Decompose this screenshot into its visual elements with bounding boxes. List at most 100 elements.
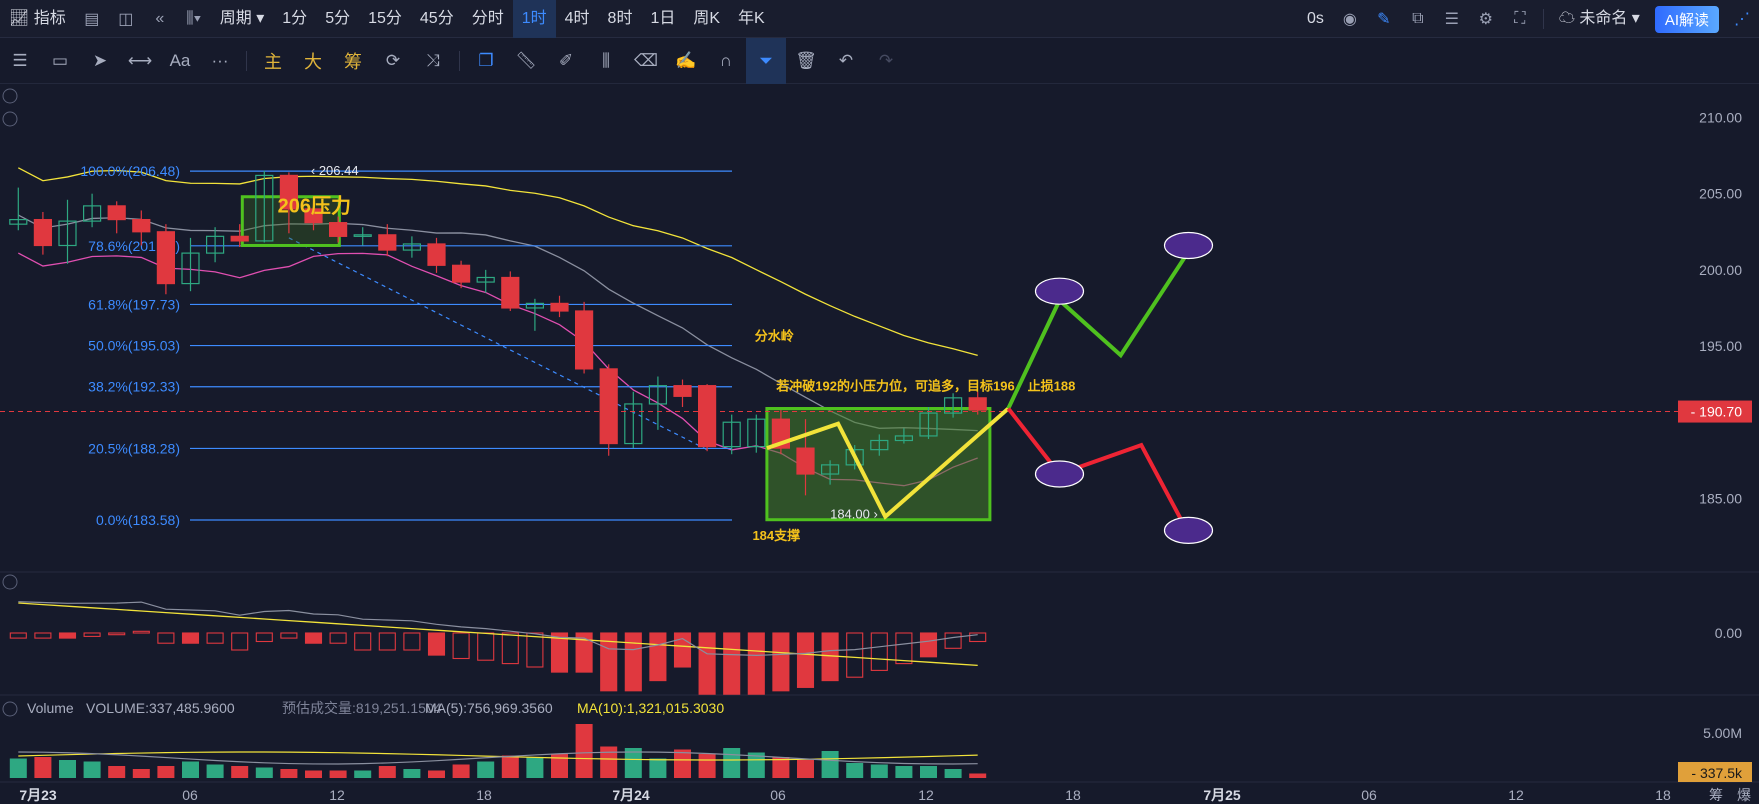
candle-body-7 <box>181 252 200 285</box>
time-tick-2: 12 <box>329 787 345 803</box>
compare-icon[interactable]: ⟳ <box>385 50 401 70</box>
volume-bar-25 <box>624 748 642 778</box>
interval-tab-3[interactable]: 45分 <box>419 9 454 27</box>
list-icon[interactable]: ☰ <box>1444 11 1460 28</box>
replay-icon[interactable]: « <box>155 9 165 27</box>
fullscreen-icon[interactable]: ⛶ <box>1514 10 1526 27</box>
undo-icon[interactable]: ↶ <box>838 50 854 70</box>
more-icon[interactable]: ··· <box>211 50 229 70</box>
interval-tab-5[interactable]: 1时 <box>512 0 556 38</box>
workspace-dropdown[interactable]: ☁ 未命名 ▾ <box>1558 10 1640 27</box>
volume-bar-14 <box>354 770 372 778</box>
candle-30 <box>747 414 766 453</box>
trash-icon[interactable]: 🗑︎ <box>795 50 817 70</box>
macd-bar-15 <box>378 632 396 651</box>
candle-body-22 <box>550 302 569 312</box>
macd-bar-5 <box>132 630 150 634</box>
interval-tab-7[interactable]: 8时 <box>607 9 633 27</box>
ruler-icon[interactable]: 📏︎ <box>515 50 537 70</box>
redo-icon[interactable]: ↷ <box>878 50 894 70</box>
indicator-bars-icon[interactable]: ⫼ <box>602 50 610 70</box>
delete-bin-icon[interactable]: ⌫ <box>633 50 659 70</box>
candle-23 <box>574 301 594 374</box>
interval-tab-4[interactable]: 分时 <box>471 9 504 27</box>
layout-icon[interactable]: ◫ <box>118 10 134 28</box>
candle-body-39 <box>968 397 987 411</box>
collapse-icon <box>2 701 18 717</box>
volume-current-label: - 337.5k <box>1691 765 1743 781</box>
indicator-button[interactable]: 📈︎ 指标 <box>9 9 66 27</box>
candle-body-28 <box>697 385 717 448</box>
interval-tab-6[interactable]: 4时 <box>564 9 590 27</box>
camera-icon[interactable]: ◉ <box>1342 11 1357 28</box>
macd-bar-21 <box>526 632 544 668</box>
target-ellipse-2 <box>1034 460 1085 488</box>
pencil-icon[interactable]: ✎ <box>1377 11 1391 28</box>
macd-bar-2 <box>58 632 77 639</box>
candle-33 <box>820 460 840 485</box>
drawing-toolbar: ☰ ▭ ➤ ⟷ Aa ··· 主 大 筹 ⟳ ⤨ ❐ 📏︎ ✐ ⫼ ⌫ ✍ ∩ … <box>0 37 1759 84</box>
cursor-icon[interactable]: ➤ <box>92 50 108 70</box>
interval-tab-9[interactable]: 周K <box>693 9 721 27</box>
candle-37 <box>919 406 938 439</box>
macd-bar-8 <box>206 632 224 644</box>
text-tool[interactable]: Aa <box>169 50 191 70</box>
ai-analysis-button[interactable]: AI解读 <box>1654 5 1719 33</box>
volume-bar-5 <box>132 769 150 778</box>
big-order-button[interactable]: 大 <box>304 51 322 72</box>
candle-body-18 <box>452 264 471 283</box>
volume-bar-31 <box>772 757 790 778</box>
volume-bar-19 <box>477 761 495 778</box>
magnet-icon[interactable]: ∩ <box>719 50 733 70</box>
volume-bar-28 <box>698 754 716 778</box>
candle-5 <box>132 210 151 246</box>
volume-bar-17 <box>428 770 445 778</box>
ruler-cross-icon[interactable]: ⤨ <box>426 50 440 70</box>
candle-type-icon[interactable]: ⫼▾ <box>186 9 202 27</box>
volume-bar-13 <box>329 770 347 778</box>
share-icon[interactable]: ⋰ <box>1734 11 1750 28</box>
top-bar: 📈︎ 指标 ▤ ◫ « ⫼▾ 周期 ▾ 1分 5分 15分 45分 分时 1时 4时 8时 1日… <box>0 0 1759 38</box>
popout-icon[interactable]: ⧉ <box>1412 10 1424 27</box>
calendar-icon[interactable]: ▤ <box>84 10 100 28</box>
volume-current-tag <box>1678 762 1752 782</box>
menu-icon[interactable]: ☰ <box>12 50 28 70</box>
interval-tab-8[interactable]: 1日 <box>650 9 676 27</box>
interval-tab-10[interactable]: 年K <box>738 9 765 27</box>
filter-icon[interactable]: ⏷ <box>746 37 786 84</box>
candle-10 <box>255 170 274 243</box>
candle-body-5 <box>132 218 151 233</box>
macd-bar-25 <box>624 632 642 692</box>
volume-bar-7 <box>182 761 199 778</box>
candle-body-37 <box>919 412 938 437</box>
yellow-projection <box>766 407 1010 520</box>
volume-estimate: 预估成交量:819,251.1504 <box>282 700 442 716</box>
rectangle-icon[interactable]: ▭ <box>51 50 69 70</box>
volume-bar-34 <box>846 763 864 778</box>
interval-tab-0[interactable]: 1分 <box>282 9 308 27</box>
note-icon[interactable]: ✍ <box>675 50 697 70</box>
macd-bar-11 <box>280 632 298 639</box>
copy-icon[interactable]: ❐ <box>478 50 494 70</box>
main-force-button[interactable]: 主 <box>264 51 282 72</box>
settings-icon[interactable]: ⚙ <box>1478 11 1494 28</box>
fib-label-3: 50.0%(195.03) <box>88 338 180 354</box>
interval-tab-2[interactable]: 15分 <box>368 9 402 27</box>
volume-bar-8 <box>206 764 224 778</box>
period-dropdown[interactable]: 周期 ▾ <box>219 9 265 27</box>
brush-icon[interactable]: ✐ <box>558 50 574 70</box>
volume-bar-16 <box>403 769 421 778</box>
macd-line-dea <box>18 602 978 667</box>
fib-label-6: 0.0%(183.58) <box>96 512 180 528</box>
burst-toggle: 爆 <box>1737 787 1751 803</box>
chip-button[interactable]: 筹 <box>344 51 362 72</box>
divider <box>459 50 460 71</box>
candle-7 <box>181 237 200 292</box>
macd-bar-26 <box>649 632 667 682</box>
horizontal-line-icon[interactable]: ⟷ <box>127 50 153 70</box>
interval-tab-1[interactable]: 5分 <box>325 9 351 27</box>
pressure-label: 206压力 <box>278 194 351 217</box>
time-tick-6: 12 <box>918 787 934 803</box>
volume-bar-21 <box>526 757 544 778</box>
